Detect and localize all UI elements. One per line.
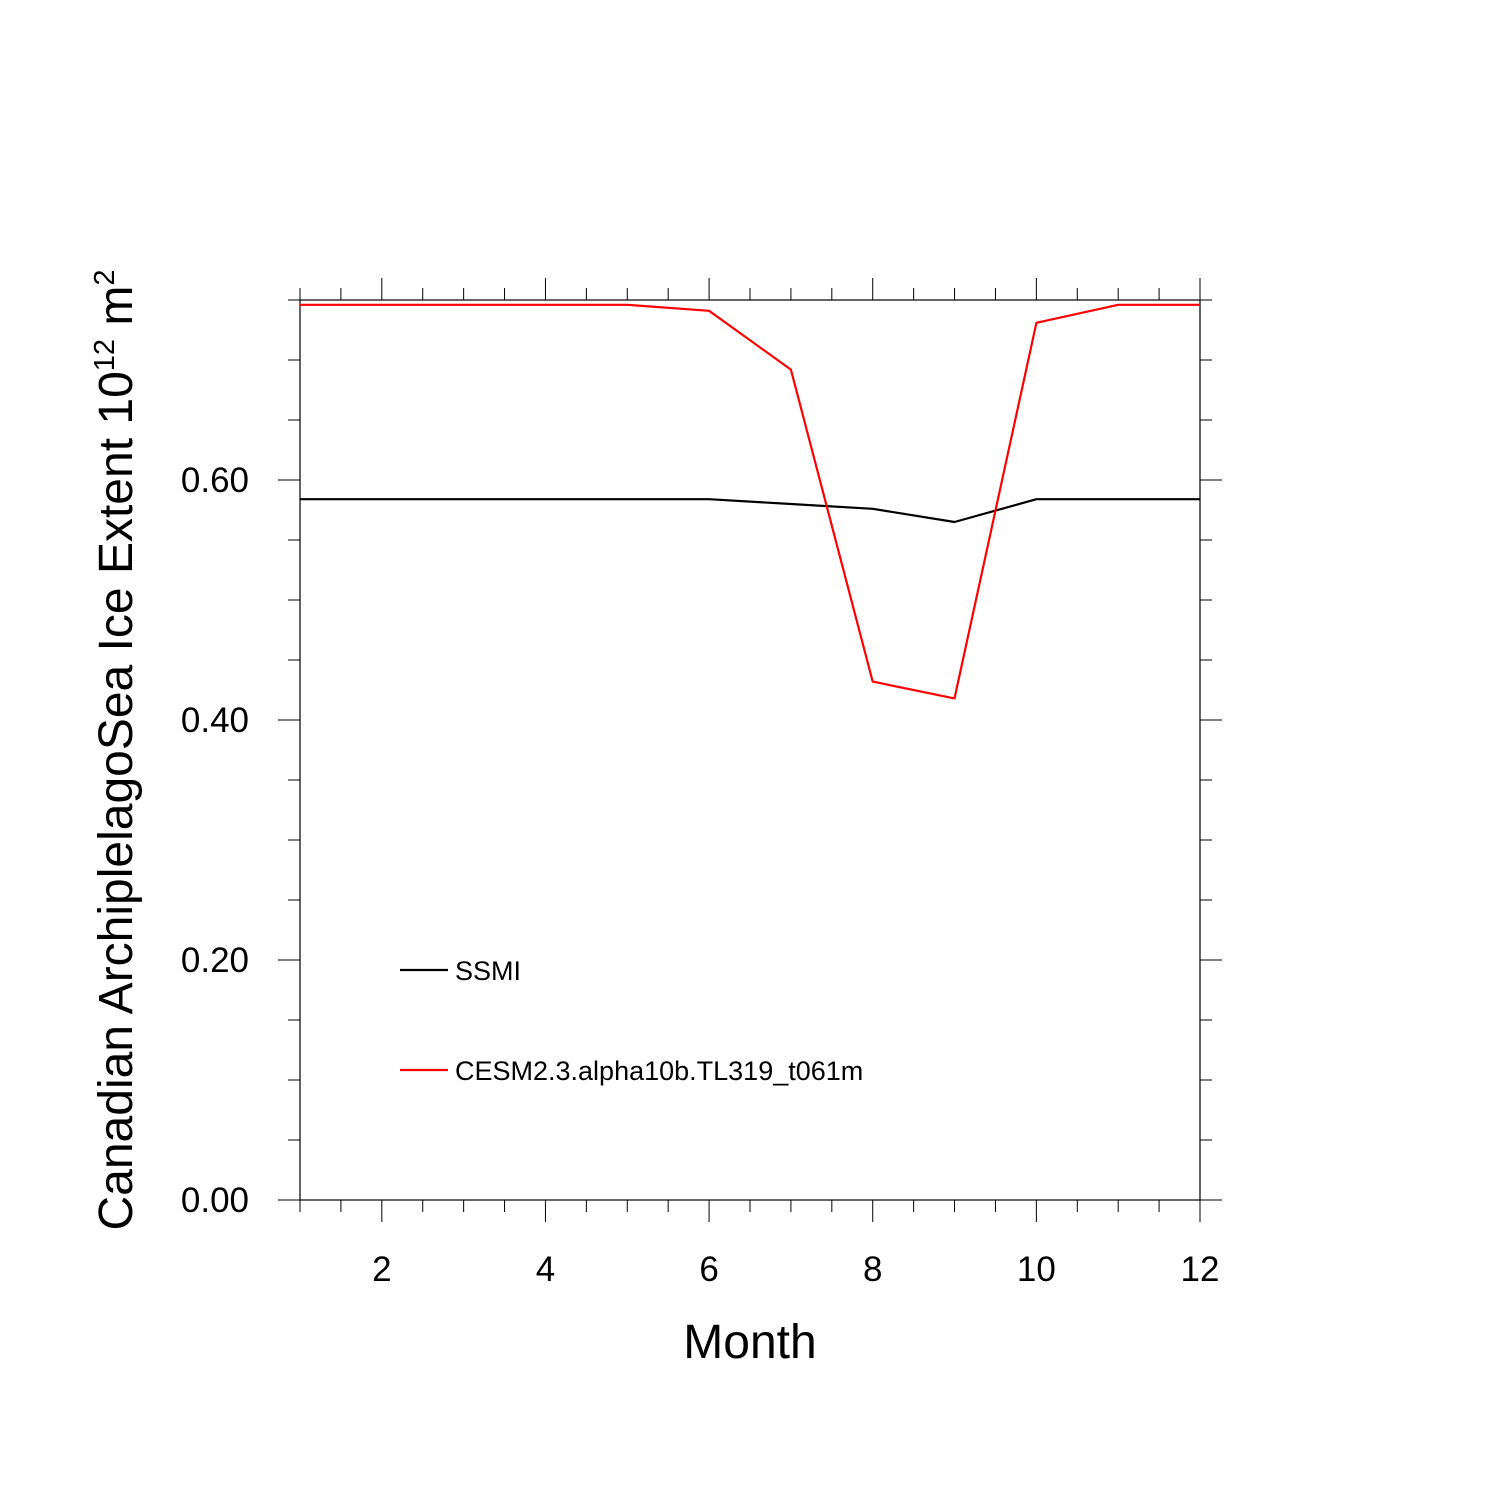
- x-tick-label: 10: [1017, 1250, 1056, 1289]
- axis-ticks: [278, 278, 1222, 1222]
- series-line-2: [300, 303, 1200, 700]
- legend-label-1: SSMI: [455, 956, 521, 986]
- y-tick-label: 0.20: [181, 941, 249, 980]
- x-tick-label: 2: [372, 1250, 391, 1289]
- y-tick-label: 0.60: [181, 461, 249, 500]
- tick-labels: 2 4 6 8 10 12 0.00 0.20 0.40 0.60: [181, 461, 1220, 1289]
- y-tick-label: 0.00: [181, 1181, 249, 1220]
- x-tick-label: 8: [863, 1250, 882, 1289]
- y-tick-label: 0.40: [181, 701, 249, 740]
- x-tick-label: 4: [536, 1250, 555, 1289]
- legend: SSMI CESM2.3.alpha10b.TL319_t061m: [400, 956, 863, 1086]
- series-layer: [300, 303, 1200, 700]
- legend-label-2: CESM2.3.alpha10b.TL319_t061m: [455, 1056, 863, 1086]
- y-axis-title-unit: m: [90, 286, 143, 339]
- y-axis-title-unit-exponent: 2: [89, 270, 121, 286]
- y-axis-title-base: Canadian ArchiplelagoSea Ice Extent 10: [90, 371, 143, 1230]
- y-axis-title: Canadian ArchiplelagoSea Ice Extent 1012…: [89, 270, 143, 1231]
- series-line-1: [300, 498, 1200, 524]
- y-axis-title-exponent: 12: [89, 339, 121, 371]
- x-axis-title: Month: [683, 1316, 816, 1369]
- x-tick-label: 12: [1181, 1250, 1220, 1289]
- x-tick-label: 6: [699, 1250, 718, 1289]
